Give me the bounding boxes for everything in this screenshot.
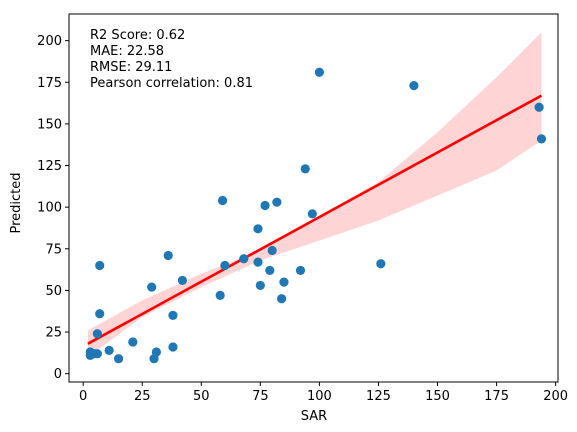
data-point <box>95 260 105 271</box>
data-point <box>295 265 306 276</box>
data-point <box>536 134 547 144</box>
data-point <box>409 81 419 91</box>
plot-frame <box>68 13 559 383</box>
y-tick-label: 50 <box>45 284 62 299</box>
data-point <box>265 265 275 276</box>
data-point <box>300 164 310 174</box>
data-point <box>267 245 277 256</box>
stat-r2: R2 Score: 0.62 <box>90 28 185 43</box>
data-point <box>104 345 114 355</box>
regression-line-layer <box>87 94 543 345</box>
y-tick-label: 175 <box>37 76 62 91</box>
y-tick-label: 25 <box>45 326 62 341</box>
x-tick-label: 0 <box>79 389 87 404</box>
data-point <box>217 195 228 206</box>
confidence-band <box>87 32 542 358</box>
x-tick-label: 75 <box>252 389 269 404</box>
axis-ticks: 0 25 50 75 100 125 150 175 200 0 25 50 75 100 125 150 17… <box>37 34 568 404</box>
x-tick-label: 50 <box>193 389 210 404</box>
data-point <box>147 282 157 292</box>
data-point <box>151 347 162 357</box>
data-point <box>314 67 325 77</box>
data-point <box>253 257 263 267</box>
data-point <box>177 275 187 286</box>
y-axis-label: Predicted <box>9 172 24 233</box>
data-point <box>215 290 225 301</box>
data-point <box>534 102 544 112</box>
x-tick-label: 200 <box>543 389 568 404</box>
y-tick-label: 75 <box>45 242 62 257</box>
data-point <box>92 349 102 359</box>
data-point <box>277 294 287 304</box>
data-point <box>128 337 138 347</box>
data-point <box>92 329 102 339</box>
data-point <box>279 277 289 287</box>
confidence-band-layer <box>87 32 542 358</box>
data-point <box>376 259 386 269</box>
y-tick-label: 0 <box>54 367 62 382</box>
data-point <box>220 260 230 271</box>
stat-mae: MAE: 22.58 <box>90 44 164 59</box>
y-tick-label: 100 <box>37 201 62 216</box>
x-tick-label: 25 <box>134 389 151 404</box>
stats-annotation: R2 Score: 0.62 MAE: 22.58 RMSE: 29.11 Pe… <box>90 28 253 91</box>
y-tick-label: 125 <box>37 159 62 174</box>
data-point <box>253 224 263 234</box>
data-point <box>168 310 178 320</box>
regression-line <box>87 94 543 345</box>
data-point <box>239 254 249 264</box>
x-tick-label: 100 <box>307 389 332 404</box>
stat-pearson: Pearson correlation: 0.81 <box>90 76 253 91</box>
data-point <box>114 354 124 364</box>
data-points-layer <box>85 67 547 364</box>
data-point <box>163 250 173 261</box>
x-axis-label: SAR <box>301 409 327 424</box>
y-tick-label: 200 <box>37 34 62 49</box>
axes-frame <box>68 13 559 383</box>
data-point <box>168 342 178 352</box>
x-tick-label: 175 <box>484 389 509 404</box>
stat-rmse: RMSE: 29.11 <box>90 60 172 75</box>
y-tick-label: 150 <box>37 117 62 132</box>
data-point <box>255 280 265 291</box>
x-tick-label: 150 <box>425 389 450 404</box>
x-tick-label: 125 <box>366 389 391 404</box>
data-point <box>272 197 282 207</box>
data-point <box>260 200 270 211</box>
data-point <box>95 309 105 319</box>
data-point <box>307 209 317 219</box>
